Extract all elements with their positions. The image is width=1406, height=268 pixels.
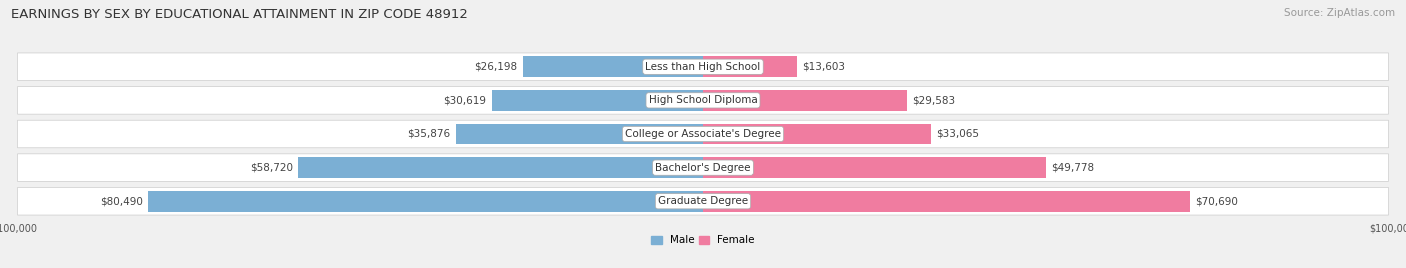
Text: Source: ZipAtlas.com: Source: ZipAtlas.com <box>1284 8 1395 18</box>
FancyBboxPatch shape <box>17 188 1389 215</box>
Legend: Male, Female: Male, Female <box>651 235 755 245</box>
Text: $70,690: $70,690 <box>1195 196 1239 206</box>
Bar <box>703 191 1189 212</box>
Bar <box>703 124 931 144</box>
Bar <box>149 191 703 212</box>
Text: High School Diploma: High School Diploma <box>648 95 758 105</box>
Text: $33,065: $33,065 <box>936 129 980 139</box>
Text: $35,876: $35,876 <box>408 129 450 139</box>
Text: EARNINGS BY SEX BY EDUCATIONAL ATTAINMENT IN ZIP CODE 48912: EARNINGS BY SEX BY EDUCATIONAL ATTAINMEN… <box>11 8 468 21</box>
Text: $26,198: $26,198 <box>474 62 517 72</box>
Text: $13,603: $13,603 <box>803 62 845 72</box>
Bar <box>492 90 703 111</box>
Bar <box>703 56 797 77</box>
Bar <box>298 157 703 178</box>
Bar <box>523 56 703 77</box>
FancyBboxPatch shape <box>17 87 1389 114</box>
Text: $80,490: $80,490 <box>100 196 143 206</box>
FancyBboxPatch shape <box>17 120 1389 148</box>
Text: Bachelor's Degree: Bachelor's Degree <box>655 163 751 173</box>
Text: $58,720: $58,720 <box>250 163 292 173</box>
Text: $29,583: $29,583 <box>912 95 956 105</box>
Bar <box>703 157 1046 178</box>
Text: College or Associate's Degree: College or Associate's Degree <box>626 129 780 139</box>
Text: Graduate Degree: Graduate Degree <box>658 196 748 206</box>
Text: $49,778: $49,778 <box>1052 163 1095 173</box>
Text: Less than High School: Less than High School <box>645 62 761 72</box>
Text: $30,619: $30,619 <box>443 95 486 105</box>
FancyBboxPatch shape <box>17 53 1389 80</box>
FancyBboxPatch shape <box>17 154 1389 181</box>
Bar <box>703 90 907 111</box>
Bar <box>456 124 703 144</box>
